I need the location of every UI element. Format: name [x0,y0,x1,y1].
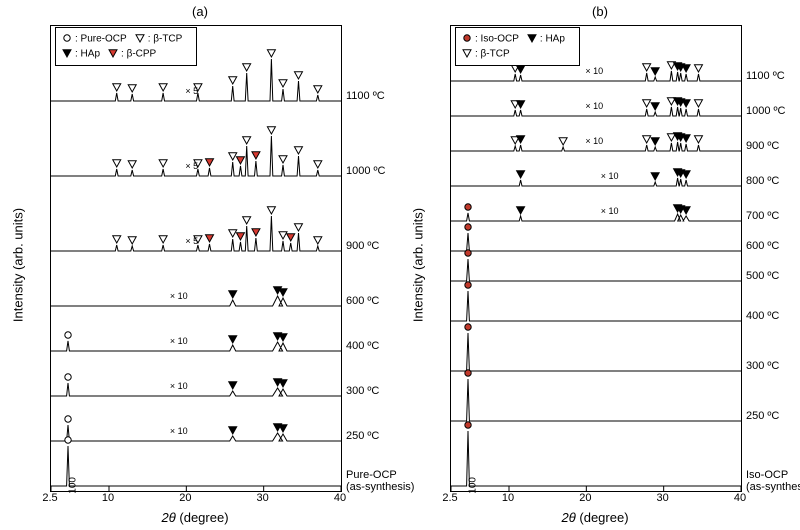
multiplier-label: × 10 [170,381,188,391]
multiplier-label: × 5 [185,236,198,246]
trace-label: 250 ºC [346,430,379,442]
x-tick-label: 30 [657,492,669,504]
x-axis-symbol: 2θ [161,510,175,525]
trace-label: 600 ºC [746,240,779,252]
x-axis-unit: (degree) [179,510,228,525]
x-axis-symbol: 2θ [561,510,575,525]
multiplier-label: × 10 [601,171,619,181]
figure: (a) Intensity (arb. units) 2.5 10 20 30 40 2… [0,0,800,530]
legend-item: : HAp [62,47,100,62]
x-tick-label: 40 [334,492,346,504]
legend-item: : β-CPP [108,47,156,62]
multiplier-label: × 10 [601,206,619,216]
x-tick-label: 20 [579,492,591,504]
plot-b-xticks: 2.510203040 [450,492,740,508]
btcp-icon [462,47,472,61]
x-tick-label: 40 [734,492,746,504]
trace-label: 800 ºC [746,175,779,187]
panel-b: (b) Intensity (arb. units) 2.5 10 20 30 40 2… [400,0,800,530]
bcpp-icon [108,47,118,61]
trace-label: 1100 ºC [346,90,385,102]
legend-item: : β-TCP [135,32,183,47]
trace-label: 900 ºC [346,240,379,252]
trace-label: 400 ºC [346,340,379,352]
hap-icon [62,47,72,61]
trace-label: 1000 ºC [746,105,786,117]
legend: : Pure-OCP : β-TCP : HAp : β-CPP [55,27,197,66]
x-tick-label: 20 [179,492,191,504]
multiplier-label: × 10 [170,336,188,346]
x-axis-unit: (degree) [579,510,628,525]
x-axis-label: 2θ (degree) [50,510,340,525]
panel-b-title: (b) [400,4,800,19]
trace-label: 300 ºC [346,385,379,397]
x-tick-label: 10 [102,492,114,504]
multiplier-label: × 5 [185,86,198,96]
legend-item: : β-TCP [462,47,510,62]
trace-label: Iso-OCP(as-synthesis) [746,469,800,493]
trace-label: 900 ºC [746,140,779,152]
x-tick-label: 2.5 [442,492,457,504]
legend-item: : Iso-OCP [462,32,519,47]
panel-a-title: (a) [0,4,400,19]
trace-label: 300 ºC [746,360,779,372]
plot-a-xticks: 2.510203040 [50,492,340,508]
x-tick-label: 2.5 [42,492,57,504]
trace-label: 250 ºC [746,410,779,422]
trace-label: 700 ºC [746,210,779,222]
legend-item: : Pure-OCP [62,32,127,47]
trace-label: 600 ºC [346,295,379,307]
peak-100-label: 100 [68,477,79,494]
x-tick-label: 10 [502,492,514,504]
plot-b-frame [450,25,742,492]
panel-a: (a) Intensity (arb. units) 2.5 10 20 30 40 2… [0,0,400,530]
x-axis-label: 2θ (degree) [450,510,740,525]
multiplier-label: × 5 [185,161,198,171]
btcp-icon [135,32,145,46]
trace-label: 1000 ºC [346,165,386,177]
multiplier-label: × 10 [170,291,188,301]
plot-b-svg [451,26,741,491]
x-tick-label: 30 [257,492,269,504]
legend-item: : HAp [527,32,565,47]
y-axis-label: Intensity (arb. units) [411,208,426,322]
legend: : Iso-OCP : HAp : β-TCP [455,27,580,66]
multiplier-label: × 10 [585,136,603,146]
pure_ocp-icon [62,32,72,46]
iso_ocp-icon [462,32,472,46]
trace-label: 400 ºC [746,310,779,322]
peak-100-label: 100 [468,477,479,494]
hap-icon [527,32,537,46]
trace-label: 500 ºC [746,270,779,282]
multiplier-label: × 10 [585,101,603,111]
trace-label: 1100 ºC [746,70,785,82]
multiplier-label: × 10 [585,66,603,76]
y-axis-label: Intensity (arb. units) [11,208,26,322]
multiplier-label: × 10 [170,426,188,436]
